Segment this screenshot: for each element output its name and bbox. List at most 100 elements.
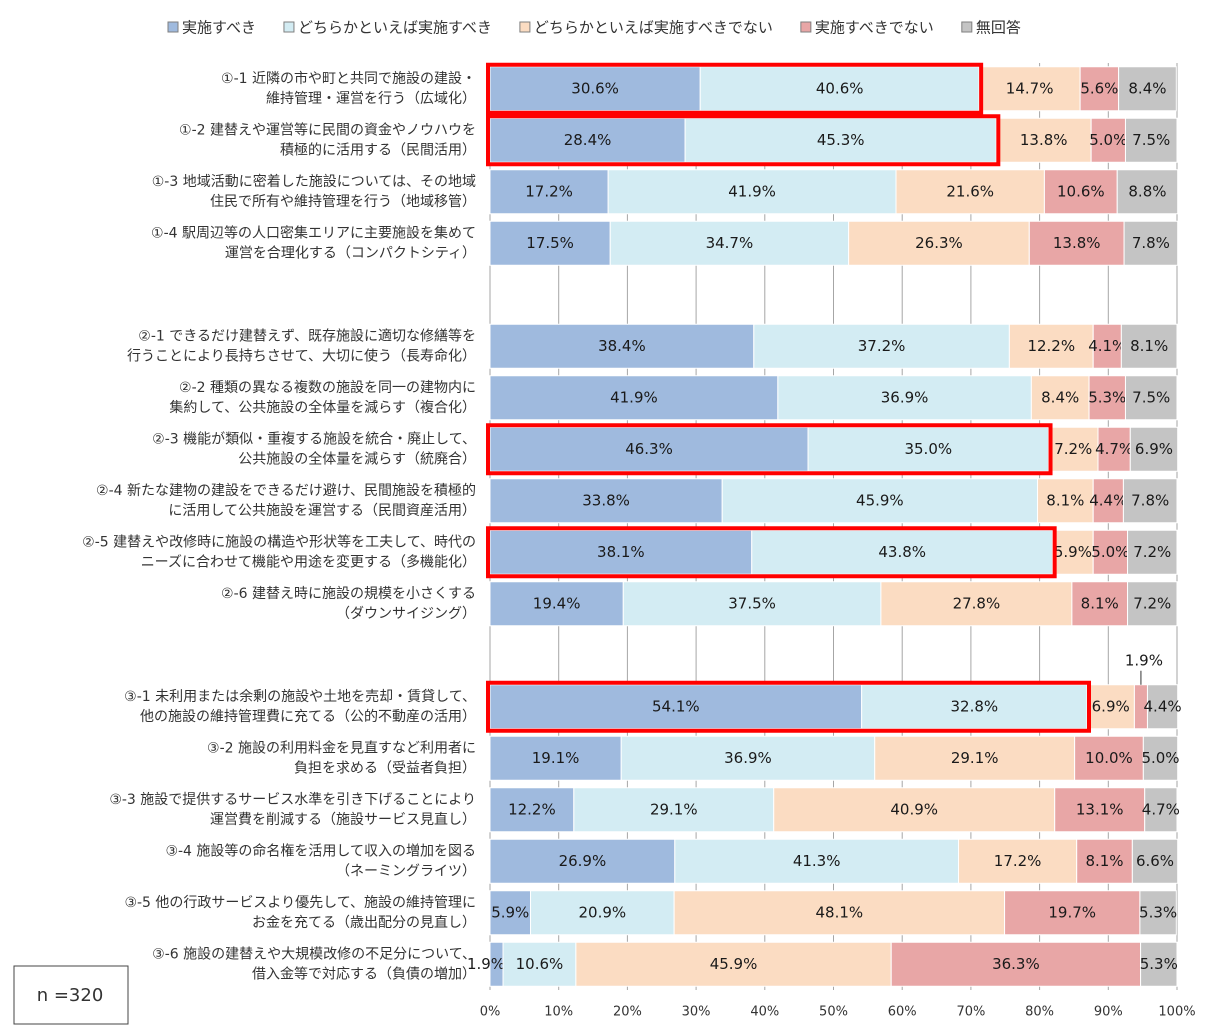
data-label: 5.3% [1140, 955, 1178, 973]
bar-segment [1071, 581, 1129, 627]
data-label: 5.0% [1091, 543, 1129, 561]
data-label: 45.9% [710, 955, 758, 973]
data-label: 27.8% [953, 594, 1001, 612]
category-label: ③-4 施設等の命名権を活用して収入の増加を図る [165, 842, 476, 859]
bar-segment [489, 323, 755, 369]
bar-segment [848, 220, 1030, 266]
bar-segment [489, 169, 609, 215]
data-label: 8.1% [1081, 594, 1119, 612]
data-label: 17.2% [994, 852, 1042, 870]
data-label: 34.7% [706, 234, 754, 252]
bar-segment [1123, 220, 1179, 266]
bar-segment [1124, 117, 1178, 163]
x-tick-label: 40% [750, 1005, 779, 1020]
x-tick-label: 100% [1158, 1005, 1195, 1020]
data-label: 6.6% [1136, 852, 1174, 870]
data-label: 5.0% [1141, 749, 1179, 767]
data-label: 41.3% [793, 852, 841, 870]
bar-segment [1146, 684, 1179, 730]
bar-segment [620, 735, 876, 781]
data-label: 26.3% [915, 234, 963, 252]
data-label: 5.0% [1089, 131, 1127, 149]
highlight-box [486, 423, 1053, 476]
data-label: 8.1% [1130, 337, 1168, 355]
bar-segment [1122, 478, 1178, 524]
category-label: 運営費を削減する（施設サービス見直し） [210, 811, 476, 828]
category-label: （ネーミングライツ） [336, 863, 476, 879]
bar-segment [1142, 735, 1179, 781]
data-label: 12.2% [508, 800, 556, 818]
data-label: 32.8% [951, 697, 999, 715]
data-label: 10.6% [1057, 182, 1105, 200]
category-label: ③-1 未利用または余剰の施設や土地を売却・賃貸して、 [124, 688, 476, 705]
category-label: ③-2 施設の利用料金を見直すなど利用者に [207, 739, 476, 756]
category-label: 積極的に活用する（民間活用） [280, 142, 476, 158]
data-label: 41.9% [728, 182, 776, 200]
category-label: ②-6 建替え時に施設の規模を小さくする [221, 586, 476, 602]
bar-segment [489, 684, 863, 730]
bar-segment [807, 426, 1050, 472]
category-label: ③-3 施設で提供するサービス水準を引き下げることにより [109, 792, 476, 808]
category-label: に活用して公共施設を運営する（民間資産活用） [168, 503, 476, 519]
bar-segment [880, 581, 1073, 627]
bar-segment [489, 787, 575, 833]
annotation-box [13, 965, 129, 1025]
data-label: 10.0% [1085, 749, 1133, 767]
bar-segment [489, 529, 753, 575]
category-label: ③-5 他の行政サービスより優先して、施設の維持管理に [124, 895, 476, 911]
legend-label: 実施すべき [182, 19, 256, 37]
data-label: 7.2% [1133, 594, 1171, 612]
bar-segment [1092, 478, 1124, 524]
bar-segment [489, 478, 723, 524]
data-label: 13.8% [1020, 131, 1068, 149]
data-label: 19.4% [533, 594, 581, 612]
data-label: 12.2% [1027, 337, 1075, 355]
highlight-box [486, 114, 1001, 167]
data-label: 45.9% [856, 491, 904, 509]
category-label: ニーズに合わせて機能や用途を変更する（多機能化） [141, 553, 476, 570]
legend-swatch [519, 21, 531, 33]
data-label: 8.4% [1128, 79, 1166, 97]
data-label: 36.9% [881, 388, 929, 406]
bar-segment [575, 941, 892, 987]
bar-segment [1097, 426, 1131, 472]
highlight-box [486, 680, 1092, 733]
data-label: 8.8% [1128, 182, 1166, 200]
data-label: 6.9% [1092, 697, 1130, 715]
data-label: 37.2% [858, 337, 906, 355]
data-label: 43.8% [878, 543, 926, 561]
bar-segment [753, 323, 1010, 369]
data-label: 8.4% [1041, 388, 1079, 406]
category-label: ①-4 駅周辺等の人口密集エリアに主要施設を集めて [151, 224, 476, 241]
data-label: 30.6% [571, 79, 619, 97]
annotation: n =320 [37, 985, 104, 1006]
data-label: 13.1% [1076, 800, 1124, 818]
bar-segment [1086, 684, 1135, 730]
x-tick-label: 70% [956, 1005, 985, 1020]
legend-swatch [800, 21, 812, 33]
data-label: 7.8% [1131, 491, 1169, 509]
data-label: 33.8% [582, 491, 630, 509]
data-label: 54.1% [652, 697, 700, 715]
bar-segment [699, 66, 980, 112]
category-label: 住民で所有や維持管理を行う（地域移管） [210, 194, 476, 210]
bar-segment [1088, 375, 1126, 421]
data-label: 8.1% [1046, 491, 1084, 509]
bar-segment [1052, 529, 1094, 575]
data-label: 5.9% [1054, 543, 1092, 561]
data-label: 48.1% [816, 903, 864, 921]
bar-segment [1120, 323, 1178, 369]
category-label: ②-2 種類の異なる複数の施設を同一の建物内に [179, 379, 476, 396]
data-label: 36.3% [992, 955, 1040, 973]
data-label: 6.9% [1135, 440, 1173, 458]
category-label: ②-3 機能が類似・重複する施設を統合・廃止して、 [152, 430, 476, 447]
category-label: 集約して、公共施設の全体量を減らす（複合化） [169, 399, 476, 416]
bar-segment [489, 220, 611, 266]
legend-swatch [167, 21, 179, 33]
bar-segment [1116, 169, 1179, 215]
category-label: ②-1 できるだけ建替えず、既存施設に適切な修繕等を [138, 327, 476, 344]
bar-segment [1129, 426, 1179, 472]
category-label: 運営を合理化する（コンパクトシティ） [225, 245, 476, 261]
category-label: ②-5 建替えや改修時に施設の構造や形状等を工夫して、時代の [82, 533, 476, 550]
bar-segment [1124, 375, 1178, 421]
